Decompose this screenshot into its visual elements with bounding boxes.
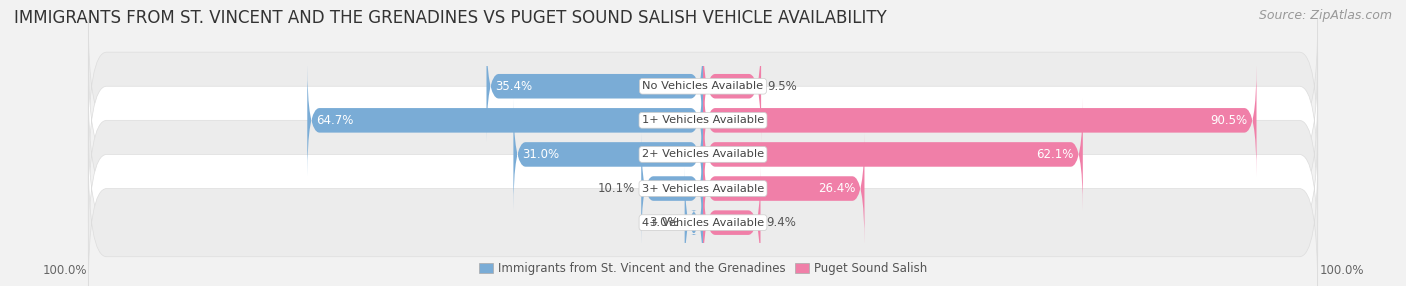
FancyBboxPatch shape [513, 98, 703, 210]
Text: IMMIGRANTS FROM ST. VINCENT AND THE GRENADINES VS PUGET SOUND SALISH VEHICLE AVA: IMMIGRANTS FROM ST. VINCENT AND THE GREN… [14, 9, 887, 27]
FancyBboxPatch shape [703, 64, 1257, 176]
Text: 3+ Vehicles Available: 3+ Vehicles Available [643, 184, 763, 194]
Text: No Vehicles Available: No Vehicles Available [643, 81, 763, 91]
FancyBboxPatch shape [641, 133, 703, 245]
FancyBboxPatch shape [89, 86, 1317, 223]
FancyBboxPatch shape [685, 167, 703, 279]
Text: Source: ZipAtlas.com: Source: ZipAtlas.com [1258, 9, 1392, 21]
Text: 26.4%: 26.4% [818, 182, 855, 195]
FancyBboxPatch shape [703, 30, 761, 142]
Text: 9.4%: 9.4% [766, 216, 796, 229]
Text: 4+ Vehicles Available: 4+ Vehicles Available [643, 218, 763, 228]
Text: 100.0%: 100.0% [1319, 265, 1364, 277]
FancyBboxPatch shape [308, 64, 703, 176]
Text: 90.5%: 90.5% [1211, 114, 1247, 127]
FancyBboxPatch shape [486, 30, 703, 142]
FancyBboxPatch shape [703, 167, 761, 279]
Text: 2+ Vehicles Available: 2+ Vehicles Available [643, 150, 763, 159]
Text: 10.1%: 10.1% [598, 182, 636, 195]
Text: 64.7%: 64.7% [316, 114, 354, 127]
Text: 35.4%: 35.4% [496, 80, 533, 93]
Legend: Immigrants from St. Vincent and the Grenadines, Puget Sound Salish: Immigrants from St. Vincent and the Gren… [474, 258, 932, 280]
FancyBboxPatch shape [89, 18, 1317, 154]
FancyBboxPatch shape [703, 98, 1083, 210]
FancyBboxPatch shape [89, 52, 1317, 188]
FancyBboxPatch shape [89, 154, 1317, 286]
Text: 62.1%: 62.1% [1036, 148, 1074, 161]
Text: 31.0%: 31.0% [523, 148, 560, 161]
Text: 100.0%: 100.0% [42, 265, 87, 277]
FancyBboxPatch shape [703, 133, 865, 245]
Text: 9.5%: 9.5% [768, 80, 797, 93]
FancyBboxPatch shape [89, 120, 1317, 257]
Text: 3.0%: 3.0% [650, 216, 679, 229]
Text: 1+ Vehicles Available: 1+ Vehicles Available [643, 115, 763, 125]
